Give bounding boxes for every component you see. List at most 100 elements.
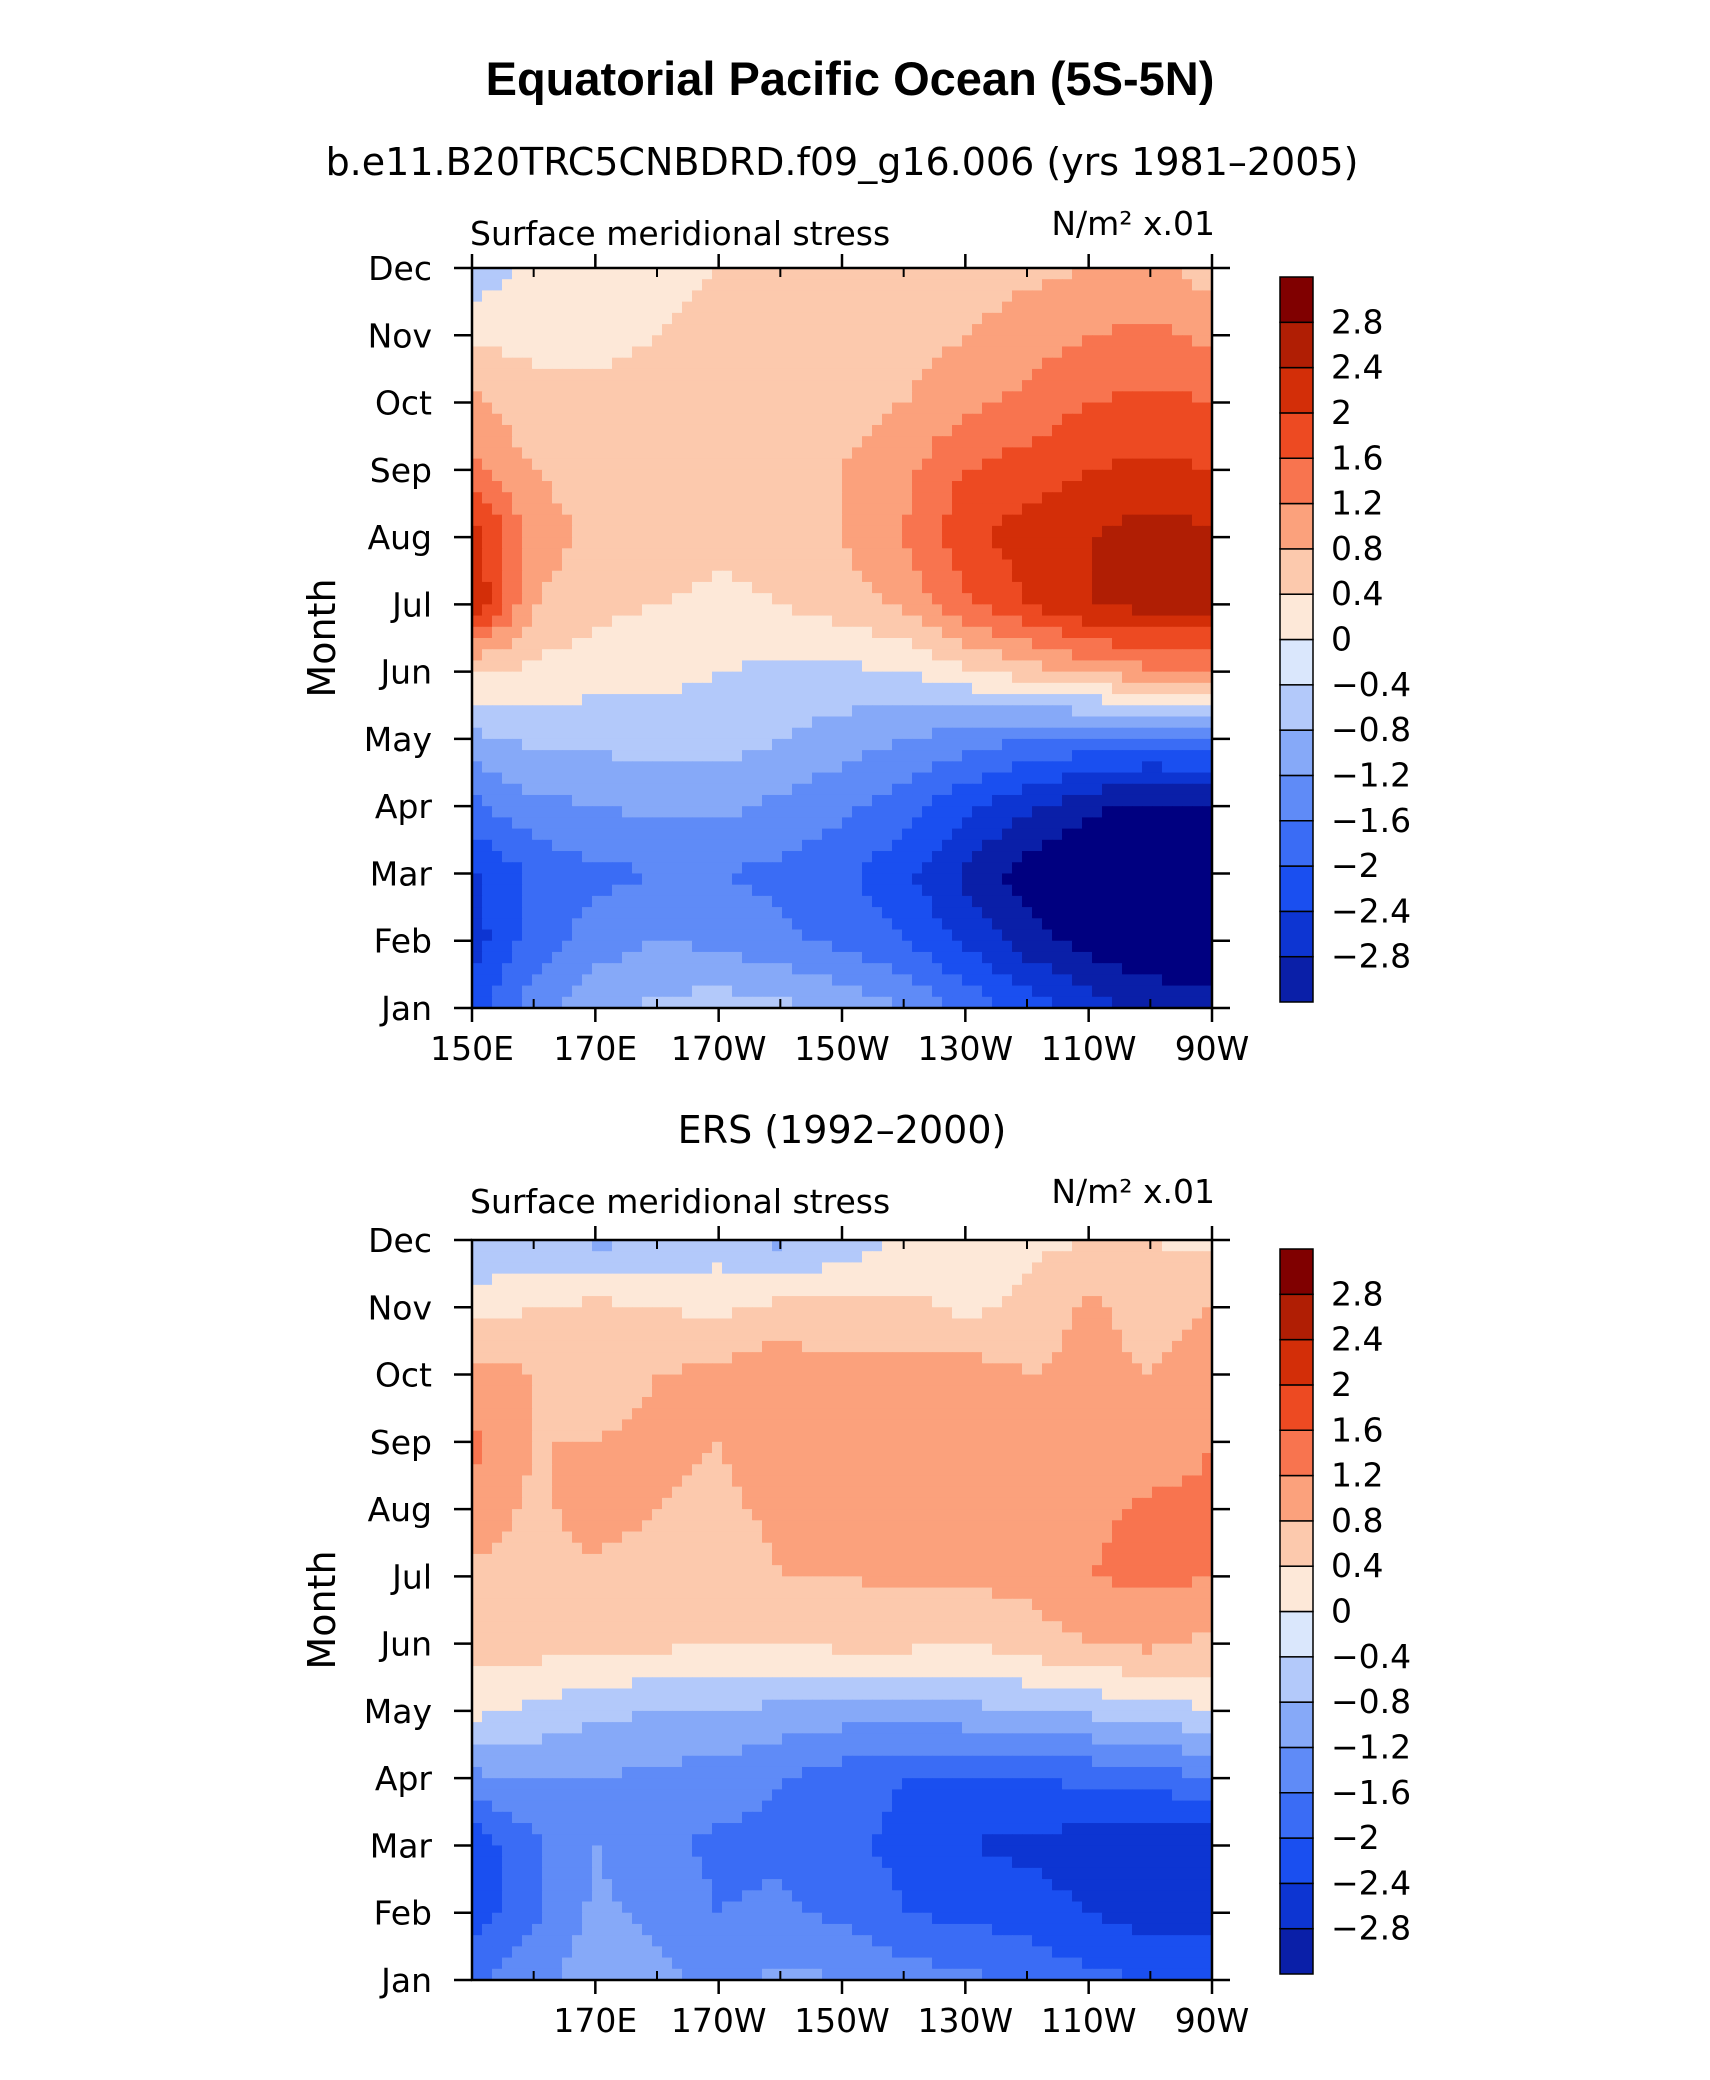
contour-cell [1132,604,1143,617]
contour-cell [742,413,753,426]
contour-cell [682,548,693,561]
contour-cell [782,884,793,897]
contour-cell [472,626,483,639]
contour-cell [892,727,903,740]
contour-cell [592,357,603,370]
contour-cell [802,828,813,841]
contour-cell [792,335,803,348]
contour-cell [802,324,813,336]
contour-cell [932,346,943,359]
contour-cell [932,839,943,852]
contour-cell [1132,324,1143,336]
contour-cell [982,525,993,538]
contour-cell [762,436,773,448]
contour-cell [892,985,903,998]
contour-cell [1132,593,1143,605]
contour-cell [842,907,853,919]
contour-cell [582,312,593,325]
contour-cell [622,806,633,818]
contour-cell [622,615,633,628]
contour-cell [1182,727,1193,740]
contour-cell [632,548,643,561]
contour-cell [1202,884,1213,897]
contour-cell [1152,312,1163,325]
contour-cell [1182,750,1193,762]
contour-cell [702,862,713,875]
contour-cell [702,503,713,516]
contour-cell [1012,671,1023,684]
contour-cell [742,817,753,830]
contour-cell [882,604,893,617]
contour-cell [742,380,753,392]
contour-cell [562,694,573,706]
contour-cell [1142,705,1153,718]
contour-cell [532,929,543,942]
contour-cell [1192,694,1203,706]
contour-cell [702,884,713,897]
contour-cell [832,447,843,460]
contour-cell [752,873,763,886]
contour-cell [832,727,843,740]
contour-cell [582,593,593,605]
contour-cell [512,682,523,695]
contour-cell [932,873,943,886]
contour-cell [642,794,653,807]
contour-cell [1082,581,1093,594]
contour-cell [1122,783,1133,796]
contour-cell [532,380,543,392]
contour-cell [1122,402,1133,415]
contour-cell [692,974,703,987]
contour-cell [912,873,923,886]
contour-cell [542,447,553,460]
contour-cell [802,660,813,673]
contour-cell [1042,963,1053,975]
contour-cell [1092,761,1103,774]
contour-cell [862,794,873,807]
contour-cell [1072,593,1083,605]
contour-cell [722,873,733,886]
contour-cell [1072,559,1083,572]
contour-cell [842,368,853,381]
contour-cell [522,660,533,673]
contour-cell [512,570,523,583]
contour-cell [1012,716,1023,729]
contour-cell [1192,862,1203,875]
contour-cell [912,638,923,650]
contour-cell [832,290,843,303]
contour-cell [1112,738,1123,751]
contour-cell [762,682,773,695]
contour-cell [1062,806,1073,818]
contour-cell [1152,694,1163,706]
contour-cell [502,312,513,325]
contour-cell [562,335,573,348]
contour-cell [662,469,673,482]
contour-cell [832,458,843,471]
contour-cell [782,301,793,314]
contour-cell [1042,525,1053,538]
contour-cell [692,402,703,415]
contour-cell [502,581,513,594]
contour-cell [562,638,573,650]
contour-cell [872,290,883,303]
contour-cell [1032,413,1043,426]
contour-cell [1012,447,1023,460]
contour-cell [962,604,973,617]
contour-cell [1092,402,1103,415]
contour-cell [962,750,973,762]
contour-cell [622,884,633,897]
contour-cell [722,694,733,706]
contour-cell [842,604,853,617]
contour-cell [852,828,863,841]
contour-cell [872,548,883,561]
contour-cell [722,761,733,774]
contour-cell [562,525,573,538]
contour-cell [572,559,583,572]
contour-cell [932,368,943,381]
contour-cell [522,873,533,886]
contour-cell [992,963,1003,975]
contour-cell [562,447,573,460]
contour-cell [1062,447,1073,460]
contour-cell [762,346,773,359]
contour-cell [982,380,993,392]
contour-cell [572,929,583,942]
